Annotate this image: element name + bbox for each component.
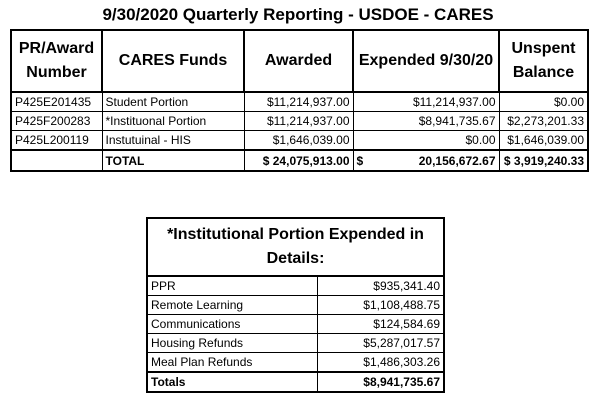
table-row: P425F200283 *Instituonal Portion $11,214…	[10, 111, 589, 131]
detail-amount: $935,341.40	[316, 275, 446, 296]
total-row: TOTAL $ 24,075,913.00 $ 20,156,672.67 $ …	[10, 149, 589, 172]
expended-cell: $0.00	[352, 130, 500, 151]
list-item: Meal Plan Refunds $1,486,303.26	[146, 352, 446, 373]
total-awarded: $ 24,075,913.00	[243, 149, 354, 172]
detail-label: PPR	[146, 275, 318, 296]
detail-total-amount: $8,941,735.67	[316, 371, 446, 393]
award-number-cell: P425L200119	[10, 130, 103, 151]
award-number-cell: P425E201435	[10, 91, 103, 112]
list-item: Remote Learning $1,108,488.75	[146, 295, 446, 315]
funds-cell: Instutuinal - HIS	[101, 130, 245, 151]
total-unspent: $ 3,919,240.33	[498, 149, 589, 172]
funds-cell: Student Portion	[101, 91, 245, 112]
cares-funds-table: PR/Award Number CARES Funds Awarded Expe…	[10, 29, 589, 172]
header-awarded: Awarded	[243, 29, 354, 93]
table-row: P425E201435 Student Portion $11,214,937.…	[10, 91, 589, 112]
total-expended: $ 20,156,672.67	[352, 149, 500, 172]
unspent-cell: $2,273,201.33	[498, 111, 589, 131]
expended-cell: $8,941,735.67	[352, 111, 500, 131]
detail-total-row: Totals $8,941,735.67	[146, 371, 446, 393]
header-unspent-balance: Unspent Balance	[498, 29, 589, 93]
awarded-cell: $11,214,937.00	[243, 91, 354, 112]
awarded-cell: $1,646,039.00	[243, 130, 354, 151]
detail-header: *Institutional Portion Expended in Detai…	[145, 217, 446, 277]
unspent-cell: $0.00	[498, 91, 589, 112]
list-item: Housing Refunds $5,287,017.57	[146, 333, 446, 353]
total-expended-amount: 20,156,672.67	[418, 153, 496, 168]
expended-cell: $11,214,937.00	[352, 91, 500, 112]
header-award-number: PR/Award Number	[10, 29, 103, 93]
detail-label: Housing Refunds	[146, 333, 318, 353]
institutional-details-table: *Institutional Portion Expended in Detai…	[145, 217, 446, 393]
list-item: PPR $935,341.40	[146, 275, 446, 296]
awarded-cell: $11,214,937.00	[243, 111, 354, 131]
table-header-row: PR/Award Number CARES Funds Awarded Expe…	[10, 29, 589, 93]
report-title: 9/30/2020 Quarterly Reporting - USDOE - …	[102, 5, 494, 24]
detail-amount: $124,584.69	[316, 314, 446, 334]
total-award-cell	[10, 149, 103, 172]
detail-label: Communications	[146, 314, 318, 334]
detail-amount: $5,287,017.57	[316, 333, 446, 353]
total-expended-currency: $	[356, 153, 364, 168]
detail-total-label: Totals	[146, 371, 318, 393]
total-label: TOTAL	[101, 149, 245, 172]
header-expended: Expended 9/30/20	[352, 29, 500, 93]
detail-label: Meal Plan Refunds	[146, 352, 318, 373]
unspent-cell: $1,646,039.00	[498, 130, 589, 151]
detail-header-row: *Institutional Portion Expended in Detai…	[145, 217, 446, 277]
detail-amount: $1,486,303.26	[316, 352, 446, 373]
detail-label: Remote Learning	[146, 295, 318, 315]
table-row: P425L200119 Instutuinal - HIS $1,646,039…	[10, 130, 589, 151]
detail-amount: $1,108,488.75	[316, 295, 446, 315]
award-number-cell: P425F200283	[10, 111, 103, 131]
header-cares-funds: CARES Funds	[101, 29, 245, 93]
list-item: Communications $124,584.69	[146, 314, 446, 334]
funds-cell: *Instituonal Portion	[101, 111, 245, 131]
